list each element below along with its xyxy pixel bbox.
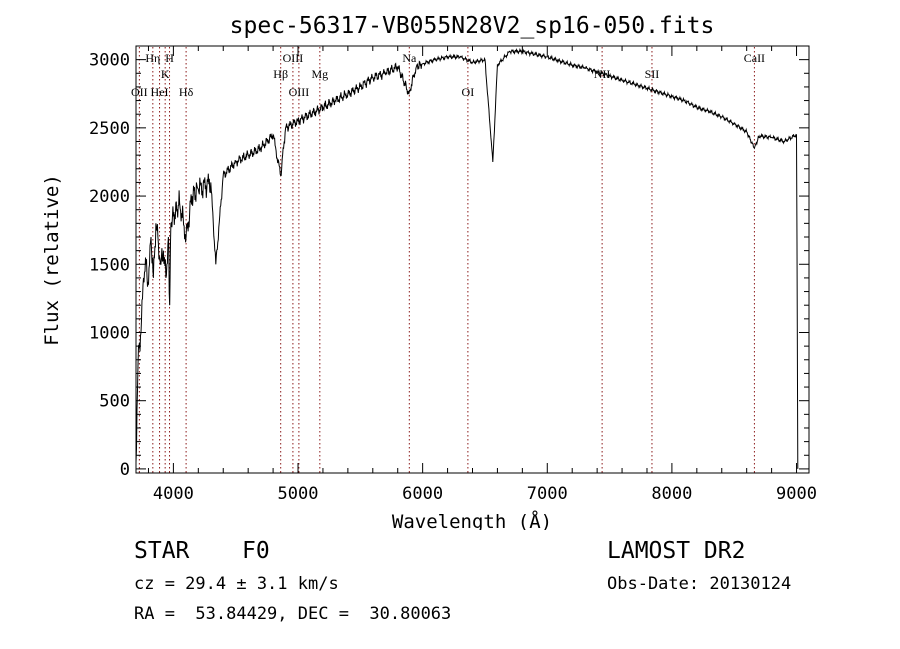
x-tick-label: 4000 <box>153 484 194 504</box>
x-tick-label: 8000 <box>651 484 692 504</box>
spectral-line-label: Hη <box>145 51 160 65</box>
x-tick-label: 9000 <box>776 484 817 504</box>
spectral-line-label: H <box>165 51 174 65</box>
y-tick-label: 500 <box>99 392 130 412</box>
object-class: STAR <box>134 538 190 564</box>
survey-name: LAMOST DR2 <box>607 538 746 564</box>
spectral-line-label: K <box>161 67 170 81</box>
object-subclass: F0 <box>242 538 270 564</box>
coordinates-readout: RA = 53.84429, DEC = 30.80063 <box>134 604 452 624</box>
spectral-line-label: Na <box>402 51 417 65</box>
spectrum-line <box>135 47 799 469</box>
x-tick-label: 7000 <box>527 484 568 504</box>
spectrum-chart: spec-56317-VB055N28V2_sp16-050.fits OIIH… <box>41 13 817 530</box>
spectral-line-label: OI <box>462 85 475 99</box>
spectrum-series <box>135 47 799 469</box>
spectral-line-label: Hδ <box>179 85 194 99</box>
y-axis: 0 500 1000 1500 2000 2500 3000 <box>89 45 809 480</box>
spectral-line-label: Mg <box>311 67 328 81</box>
spectral-line-label: Hβ <box>273 67 288 81</box>
y-tick-label: 2500 <box>89 119 130 139</box>
chart-title: spec-56317-VB055N28V2_sp16-050.fits <box>230 13 715 39</box>
spectral-line-label: CaII <box>744 51 765 65</box>
marker-lines <box>138 47 755 473</box>
spectral-line-label: OIII <box>283 51 304 65</box>
y-tick-label: 2000 <box>89 187 130 207</box>
y-tick-label: 1500 <box>89 255 130 275</box>
x-axis: 4000 5000 6000 7000 8000 9000 <box>147 46 817 504</box>
spectral-line-label: OII <box>131 85 148 99</box>
y-axis-label: Flux (relative) <box>41 174 63 346</box>
spectral-line-label: HeI <box>151 85 169 99</box>
redshift-readout: cz = 29.4 ± 3.1 km/s <box>134 574 339 594</box>
spectral-line-label: OIII <box>289 85 310 99</box>
x-tick-label: 6000 <box>402 484 443 504</box>
x-axis-label: Wavelength (Å) <box>392 510 552 530</box>
y-tick-label: 3000 <box>89 51 130 71</box>
y-tick-label: 1000 <box>89 323 130 343</box>
spectral-line-label: SII <box>645 67 660 81</box>
x-tick-label: 5000 <box>278 484 319 504</box>
y-tick-label: 0 <box>120 460 130 480</box>
observation-date: Obs-Date: 20130124 <box>607 574 792 594</box>
